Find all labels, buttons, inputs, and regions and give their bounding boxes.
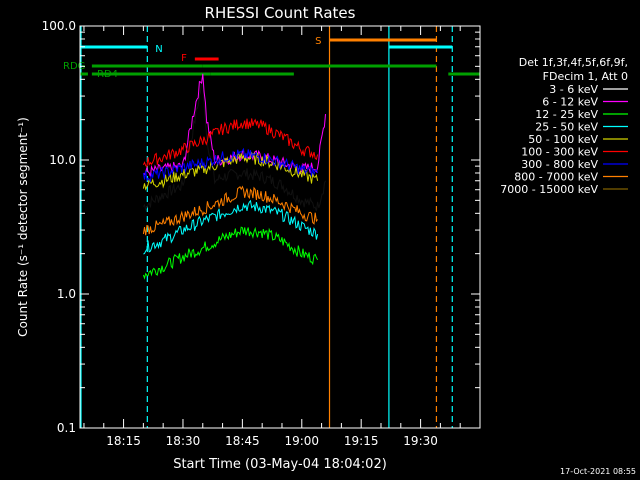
series-line-7 (142, 185, 318, 236)
series-line-5 (142, 118, 319, 168)
flag-label-s: S (315, 36, 321, 47)
x-tick-label: 18:45 (225, 434, 260, 448)
x-axis-label: Start Time (03-May-04 18:04:02) (173, 457, 387, 472)
y-tick-label: 100.0 (42, 19, 76, 33)
series-line-3 (143, 199, 319, 255)
y-tick-label: 10.0 (49, 153, 76, 167)
x-tick-label: 18:15 (106, 434, 141, 448)
legend-label: 6 - 12 keV (542, 96, 598, 109)
flag-label-rd4: RD4 (97, 69, 118, 80)
x-axis: 18:15 18:30 18:45 19:00 19:15 19:30 (83, 26, 461, 448)
legend-header-line-2: FDecim 1, Att 0 (543, 70, 628, 83)
chart-title: RHESSI Count Rates (205, 4, 356, 22)
legend-label: 50 - 100 keV (528, 133, 598, 146)
timestamp: 17-Oct-2021 08:55 (560, 467, 636, 476)
flag-label-rdg: RDG (63, 61, 85, 72)
y-axis-label: Count Rate (s⁻¹ detector segment⁻¹) (16, 117, 30, 337)
flag-label-n: N (155, 44, 162, 55)
legend: Det 1f,3f,4f,5f,6f,9f, FDecim 1, Att 0 3… (500, 56, 628, 196)
flag-label-f: F (181, 53, 187, 64)
legend-label: 100 - 300 keV (521, 146, 598, 159)
series-line-0 (142, 77, 326, 212)
y-tick-label: 1.0 (57, 287, 76, 301)
series-line-2 (142, 226, 319, 280)
legend-label: 12 - 25 keV (535, 108, 598, 121)
x-tick-label: 19:00 (284, 434, 319, 448)
y-tick-label: 0.1 (57, 421, 76, 435)
legend-label: 300 - 800 keV (521, 158, 598, 171)
legend-header-line-1: Det 1f,3f,4f,5f,6f,9f, (519, 56, 628, 69)
x-tick-label: 19:15 (344, 434, 379, 448)
legend-label: 800 - 7000 keV (514, 171, 598, 184)
series-line-4 (142, 151, 319, 191)
plot-frame (79, 25, 481, 429)
legend-label: 3 - 6 keV (549, 83, 598, 96)
series-line-6 (142, 147, 319, 183)
legend-label: 7000 - 15000 keV (500, 183, 598, 196)
legend-label: 25 - 50 keV (535, 121, 598, 134)
y-axis: 0.1 1.0 10.0 100.0 (42, 19, 480, 435)
x-tick-label: 19:30 (403, 434, 438, 448)
x-tick-label: 18:30 (166, 434, 201, 448)
plot-area: N S F RDG RD4 (63, 26, 480, 428)
